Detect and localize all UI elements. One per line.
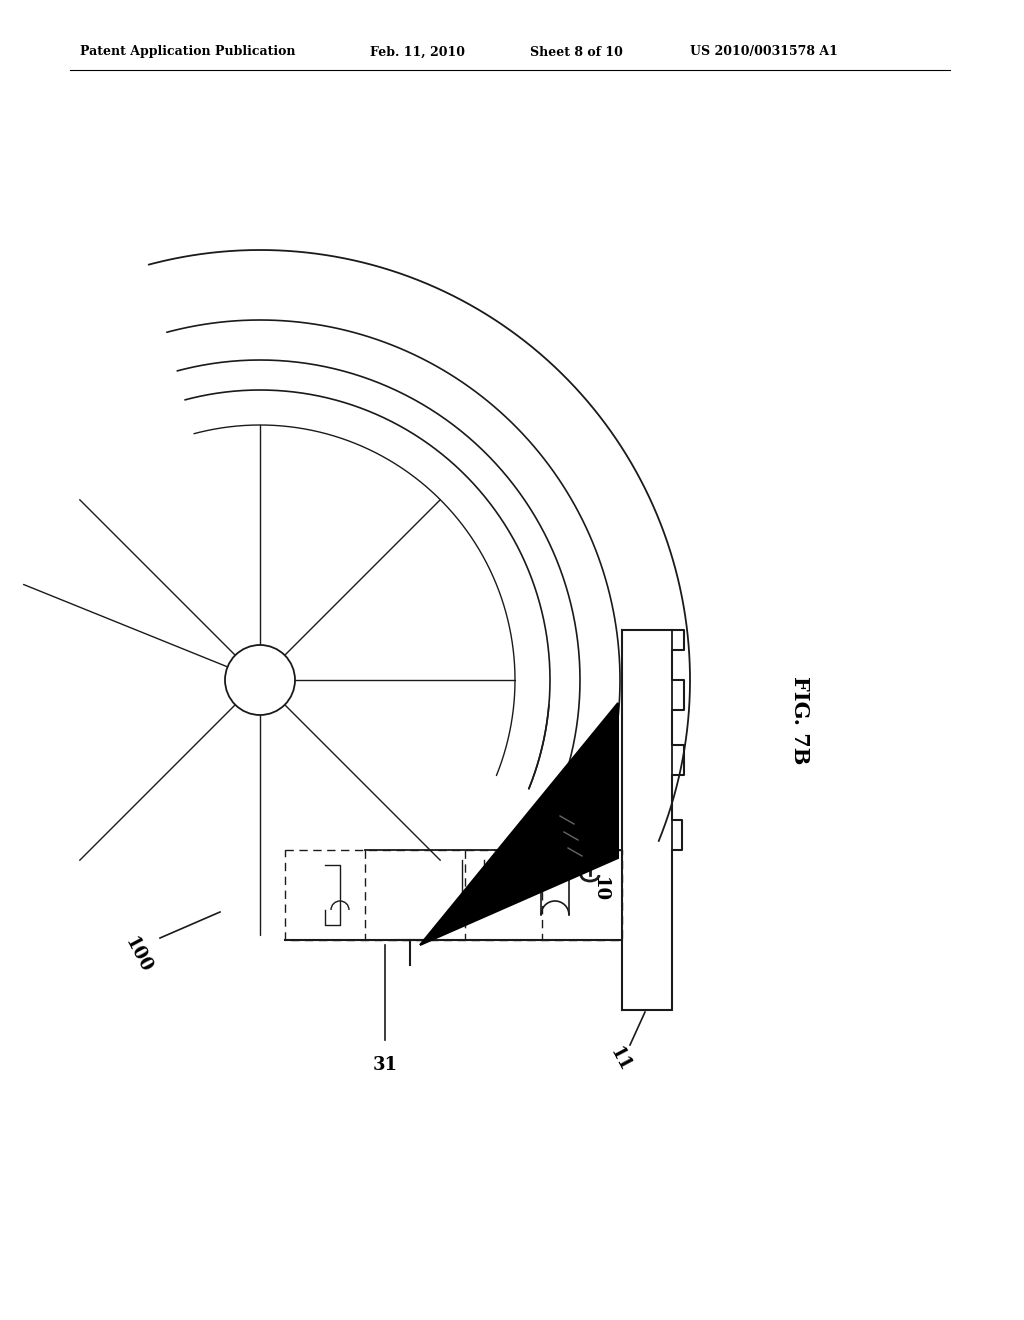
Text: Feb. 11, 2010: Feb. 11, 2010: [370, 45, 465, 58]
Text: Sheet 8 of 10: Sheet 8 of 10: [530, 45, 623, 58]
Text: FIG. 7B: FIG. 7B: [790, 676, 810, 764]
Circle shape: [225, 645, 295, 715]
Polygon shape: [420, 704, 618, 945]
Text: 100: 100: [121, 935, 155, 975]
Text: 31: 31: [373, 1056, 397, 1074]
Text: Patent Application Publication: Patent Application Publication: [80, 45, 296, 58]
Text: 10: 10: [591, 878, 609, 903]
Text: US 2010/0031578 A1: US 2010/0031578 A1: [690, 45, 838, 58]
Text: 11: 11: [606, 1044, 634, 1076]
